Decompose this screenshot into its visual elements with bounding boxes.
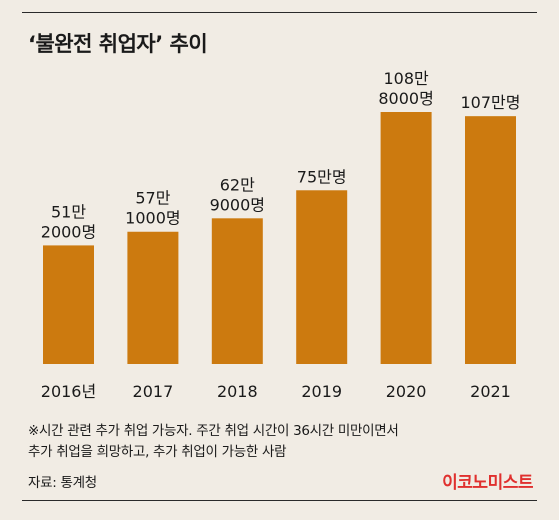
value-label: 2000명 xyxy=(41,222,96,241)
bar-2021 xyxy=(465,116,516,364)
bottom-divider xyxy=(22,500,537,501)
bar-2020 xyxy=(380,112,432,364)
x-tick-label: 2018 xyxy=(217,382,258,401)
footnote: ※시간 관련 추가 취업 가능자. 주간 취업 시간이 36시간 미만이면서 추… xyxy=(28,421,538,463)
value-label: 8000명 xyxy=(378,89,433,108)
top-divider xyxy=(22,12,537,13)
value-label: 1000명 xyxy=(125,209,180,228)
bar-2018 xyxy=(211,218,263,364)
value-label: 9000명 xyxy=(210,195,265,214)
x-tick-label: 2021 xyxy=(470,382,511,401)
bar-2019 xyxy=(296,190,348,364)
source-credit: 자료: 통계청 xyxy=(28,475,97,491)
value-label: 108만 xyxy=(383,69,429,88)
value-label: 57만 xyxy=(135,189,170,208)
value-label: 62만 xyxy=(220,175,255,194)
footnote-line-2: 추가 취업을 희망하고, 추가 취업이 가능한 사람 xyxy=(28,444,287,460)
bar-2016년 xyxy=(43,245,94,364)
x-tick-label: 2019 xyxy=(301,382,342,401)
value-label: 107만명 xyxy=(461,93,521,112)
chart-title: ‘불완전 취업자’ 추이 xyxy=(28,32,208,56)
x-tick-label: 2017 xyxy=(133,382,174,401)
bar-2017 xyxy=(127,231,179,364)
footnote-line-1: ※시간 관련 추가 취업 가능자. 주간 취업 시간이 36시간 미만이면서 xyxy=(28,423,399,439)
value-label: 51만 xyxy=(51,202,86,221)
value-label: 75만명 xyxy=(297,167,347,186)
brand-logo: 이코노미스트 xyxy=(442,473,533,493)
x-tick-label: 2016년 xyxy=(41,382,96,401)
x-tick-label: 2020 xyxy=(386,382,427,401)
